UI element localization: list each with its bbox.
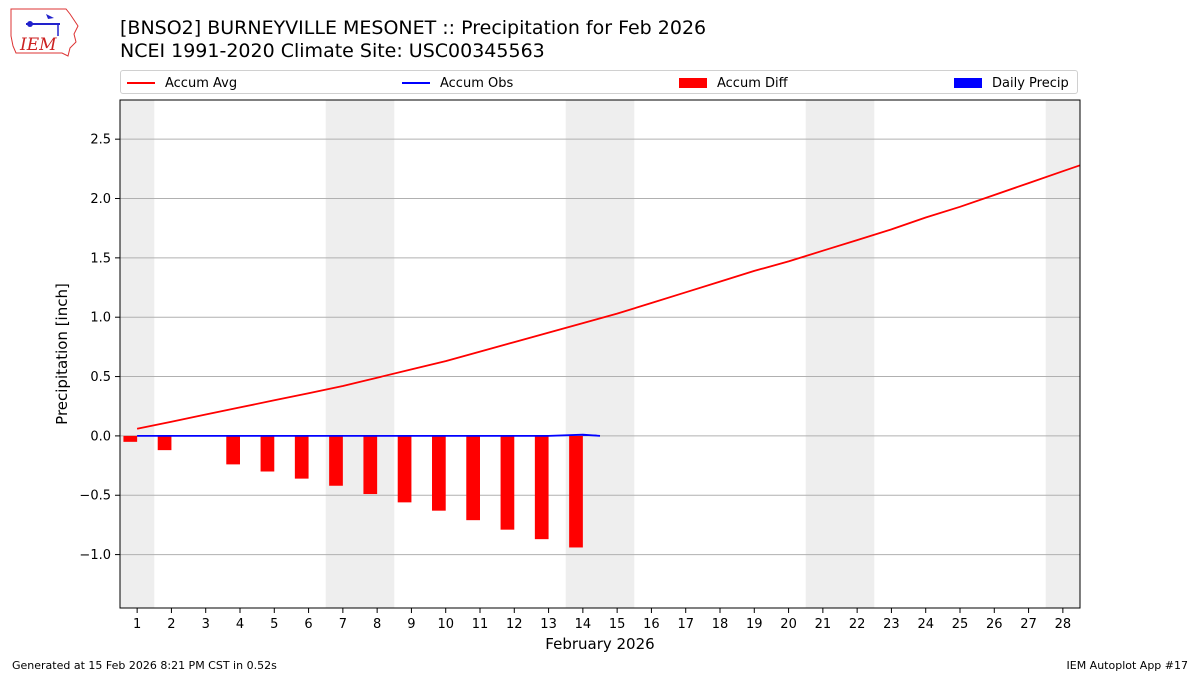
station-dot-icon (27, 21, 33, 27)
legend-swatch-accum-avg (127, 82, 155, 84)
x-tick-label: 22 (849, 617, 866, 632)
y-tick-label: −1.0 (79, 548, 111, 563)
x-tick-label: 1 (133, 617, 141, 632)
x-tick-label: 9 (407, 617, 415, 632)
legend-item-accum-diff: Accum Diff (679, 74, 788, 92)
x-tick-label: 27 (1020, 617, 1037, 632)
bar-accum-diff (466, 435, 480, 521)
x-tick-label: 14 (575, 617, 592, 632)
line-accum-obs (137, 433, 601, 437)
x-tick-label: 28 (1055, 617, 1072, 632)
iem-logo: IEM (10, 8, 79, 57)
y-tick-label: 2.0 (90, 192, 111, 207)
weekend-band-1 (325, 100, 395, 608)
x-tick-label: 17 (677, 617, 694, 632)
legend-item-daily-precip: Daily Precip (954, 74, 1069, 92)
legend-swatch-daily-precip (954, 78, 982, 88)
legend-label-daily-precip: Daily Precip (992, 75, 1069, 91)
bar-accum-diff (294, 435, 309, 479)
x-axis-label: February 2026 (545, 635, 654, 653)
bar-accum-diff (363, 435, 378, 495)
x-tick-label: 5 (270, 617, 278, 632)
plot-frame (119, 99, 1081, 609)
weekend-band-3 (805, 100, 875, 608)
y-tick-label: 0.5 (90, 370, 111, 385)
x-tick-label: 16 (643, 617, 660, 632)
y-tick-label: −0.5 (79, 489, 111, 504)
legend-swatch-accum-diff (679, 78, 707, 88)
footer-generated: Generated at 15 Feb 2026 8:21 PM CST in … (12, 659, 277, 672)
bar-accum-diff (500, 435, 515, 530)
iowa-outline-shape (10, 8, 79, 57)
bar-accum-diff (123, 435, 138, 442)
bar-accum-diff (432, 435, 446, 511)
x-tick-label: 18 (712, 617, 729, 632)
bar-accum-diff (397, 435, 412, 503)
y-axis-label: Precipitation [inch] (53, 283, 71, 425)
x-tick-label: 20 (780, 617, 797, 632)
legend-label-accum-avg: Accum Avg (165, 75, 238, 91)
bar-accum-diff (534, 435, 549, 540)
x-tick-label: 7 (339, 617, 347, 632)
x-tick-label: 15 (609, 617, 626, 632)
legend-label-accum-diff: Accum Diff (717, 75, 788, 91)
chart-title: [BNSO2] BURNEYVILLE MESONET :: Precipita… (120, 17, 707, 39)
x-tick-label: 24 (917, 617, 934, 632)
wind-vane-icon (46, 14, 54, 19)
line-accum-avg (136, 164, 1081, 430)
x-tick-label: 8 (373, 617, 381, 632)
y-tick-label: 1.5 (90, 251, 111, 266)
y-tick-label: 1.0 (90, 311, 111, 326)
bar-accum-diff (157, 435, 172, 451)
weekend-band-4 (1045, 100, 1080, 608)
bar-accum-diff (260, 435, 275, 472)
y-tick-label: 2.5 (90, 133, 111, 148)
x-tick-label: 11 (472, 617, 489, 632)
legend-item-accum-obs: Accum Obs (402, 74, 513, 92)
chart-subtitle: NCEI 1991-2020 Climate Site: USC00345563 (120, 40, 545, 62)
x-tick-label: 25 (952, 617, 969, 632)
x-tick-label: 26 (986, 617, 1003, 632)
x-tick-label: 10 (437, 617, 454, 632)
legend-item-accum-avg: Accum Avg (127, 74, 237, 92)
bar-accum-diff (569, 435, 583, 548)
x-tick-label: 23 (883, 617, 900, 632)
x-tick-label: 3 (202, 617, 210, 632)
x-tick-label: 19 (746, 617, 763, 632)
x-tick-label: 6 (304, 617, 312, 632)
x-tick-label: 2 (167, 617, 175, 632)
bar-accum-diff (226, 435, 240, 465)
footer-app: IEM Autoplot App #17 (1066, 659, 1189, 672)
legend-swatch-accum-obs (402, 82, 430, 84)
logo-text: IEM (19, 35, 57, 55)
y-tick-label: 0.0 (90, 429, 111, 444)
x-tick-label: 21 (815, 617, 832, 632)
weekend-band-0 (120, 100, 155, 608)
x-tick-label: 4 (236, 617, 244, 632)
legend: Accum Avg Accum Obs Accum Diff Daily Pre… (120, 70, 1078, 94)
x-tick-label: 12 (506, 617, 523, 632)
x-tick-label: 13 (540, 617, 557, 632)
legend-label-accum-obs: Accum Obs (440, 75, 514, 91)
bar-accum-diff (329, 435, 343, 486)
